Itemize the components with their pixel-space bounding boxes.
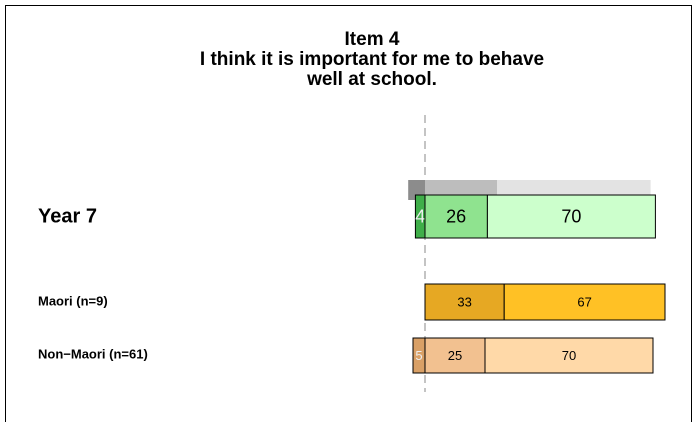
value-label: 33 [457, 294, 471, 309]
chart-title: Item 4 [345, 29, 400, 50]
bar-segment [424, 337, 486, 374]
row-label: Year 7 [38, 205, 97, 227]
frame [5, 5, 692, 422]
bar-segment [424, 194, 488, 239]
value-label: 67 [577, 294, 591, 309]
bar-segment [484, 337, 654, 374]
value-label: 70 [561, 206, 581, 226]
row-label: Maori (n=9) [38, 293, 108, 308]
chart-title: well at school. [306, 69, 437, 90]
value-label: 70 [562, 348, 576, 363]
bar-segment [503, 283, 666, 321]
chart-title: I think it is important for me to behave [200, 49, 544, 70]
value-label: 4 [415, 206, 425, 226]
value-label: 26 [446, 206, 466, 226]
value-label: 25 [448, 348, 462, 363]
row-label: Non−Maori (n=61) [38, 346, 148, 361]
bar-segment [486, 194, 656, 239]
value-label: 5 [415, 348, 422, 363]
